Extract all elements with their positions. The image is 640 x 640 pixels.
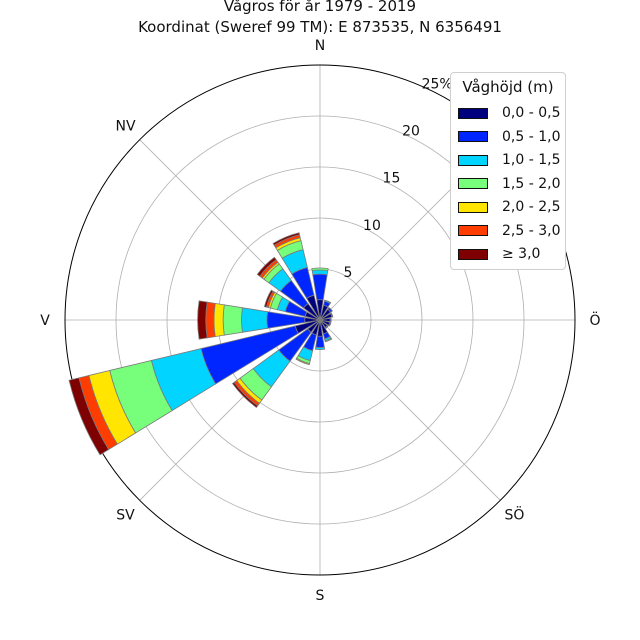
rose-bars: [68, 232, 334, 456]
rose-segment-14-6: [256, 256, 277, 277]
legend: Våghöjd (m) 0,0 - 0,5 0,5 - 1,0 1,0 - 1,5 1…: [450, 72, 566, 270]
direction-label-N: N: [315, 38, 325, 54]
legend-item: ≥ 3,0: [458, 244, 540, 264]
legend-swatch: [458, 178, 488, 189]
rose-segment-12-5: [205, 301, 216, 339]
direction-label-SÖ: SÖ: [505, 505, 525, 523]
legend-label: 0,0 - 0,5: [502, 105, 561, 121]
legend-item: 2,0 - 2,5: [458, 197, 560, 217]
chart-title: Vågros för år 1979 - 2019: [223, 0, 417, 15]
legend-swatch: [458, 107, 488, 119]
rose-segment-9-4: [295, 357, 311, 366]
legend-label: 0,5 - 1,0: [502, 128, 561, 145]
direction-label-Ö: Ö: [589, 311, 600, 329]
legend-label: 2,5 - 3,0: [502, 222, 561, 239]
rose-segment-12-3: [222, 304, 243, 336]
rose-segment-1-2: [324, 299, 332, 305]
legend-swatch: [458, 154, 488, 166]
legend-item: 0,5 - 1,0: [458, 127, 560, 147]
rose-segment-0-1: [312, 273, 328, 301]
rose-segment-0-3: [311, 267, 329, 272]
legend-swatch: [458, 248, 488, 260]
direction-label-S: S: [316, 588, 325, 604]
rose-segment-8-2: [314, 346, 326, 350]
rose-segment-12-6: [197, 300, 208, 340]
radial-tick-label: 25%: [422, 76, 453, 92]
legend-item: 0,0 - 0,5: [458, 103, 560, 123]
direction-label-V: V: [40, 313, 50, 329]
chart-subtitle: Koordinat (Sweref 99 TM): E 873535, N 63…: [138, 18, 502, 36]
legend-label: 1,5 - 2,0: [502, 175, 561, 192]
legend-label: 2,0 - 2,5: [502, 199, 561, 215]
legend-item: 1,5 - 2,0: [458, 174, 560, 194]
rose-segment-5-1: [328, 321, 332, 327]
rose-segment-13-6: [263, 289, 274, 308]
radial-tick-label: 20: [402, 124, 420, 140]
rose-segment-15-6: [272, 232, 301, 246]
rose-segment-7-3: [324, 337, 333, 343]
rose-segment-12-4: [213, 302, 225, 338]
legend-item: 1,0 - 1,5: [458, 150, 560, 170]
spoke-line: [319, 319, 501, 501]
legend-swatch: [458, 225, 488, 236]
rose-segment-3-1: [329, 312, 334, 318]
legend-swatch: [458, 201, 488, 213]
direction-label-NV: NV: [116, 119, 136, 135]
rose-segment-4-1: [329, 317, 332, 323]
rose-segment-12-2: [241, 307, 269, 333]
outer-circle: [64, 64, 576, 576]
direction-label-SV: SV: [116, 507, 135, 523]
rose-segment-2-1: [327, 307, 333, 313]
radial-tick-label: 5: [344, 265, 353, 281]
rose-segment-6-1: [324, 324, 329, 329]
legend-title: Våghöjd (m): [462, 78, 554, 96]
radial-tick-label: 15: [383, 171, 401, 187]
radial-tick-labels: 5 10 15 20 25%: [344, 76, 453, 280]
rose-segment-11-6: [68, 377, 110, 456]
radial-tick-label: 10: [363, 218, 381, 234]
legend-swatch: [458, 131, 488, 142]
legend-label: ≥ 3,0: [502, 246, 541, 262]
rose-segment-10-6: [231, 381, 259, 409]
legend-label: 1,0 - 1,5: [502, 152, 561, 168]
legend-item: 2,5 - 3,0: [458, 221, 560, 241]
rose-segment-8-1: [315, 335, 325, 348]
